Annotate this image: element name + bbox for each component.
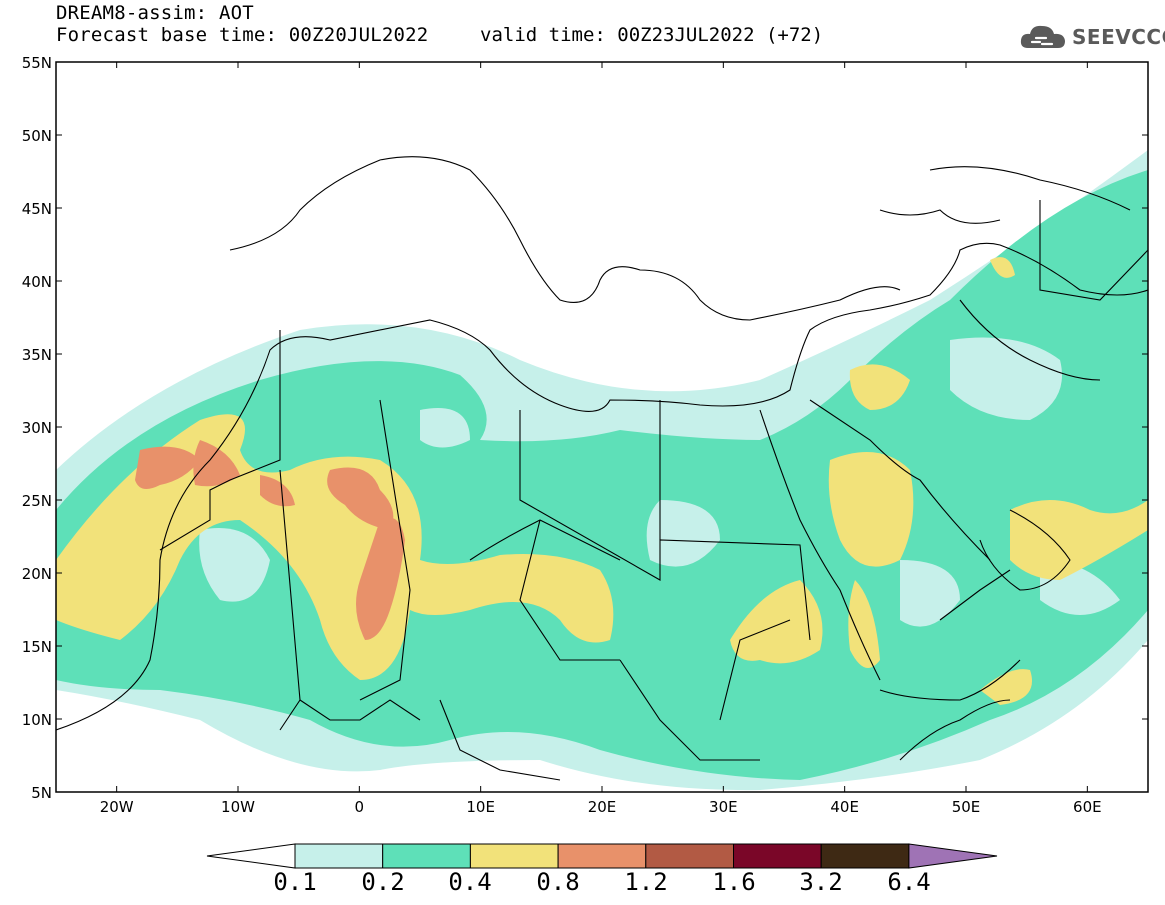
lon-tick-label: 20W — [100, 798, 134, 816]
lon-tick-label: 10E — [466, 798, 495, 816]
seevccc-logo: SEEVCCC — [1018, 22, 1165, 52]
colorbar-swatch — [820, 843, 910, 869]
colorbar — [206, 843, 998, 869]
lat-tick-label: 55N — [22, 54, 52, 72]
colorbar-swatch — [469, 843, 559, 869]
colorbar-label: 0.4 — [448, 868, 492, 896]
logo-text: SEEVCCC — [1072, 25, 1165, 49]
forecast-base-time: Forecast base time: 00Z20JUL2022 — [56, 24, 429, 46]
colorbar-label: 0.2 — [361, 868, 405, 896]
aot-level-0.8 — [135, 440, 405, 640]
lat-tick-label: 40N — [22, 273, 52, 291]
colorbar-label: 1.2 — [624, 868, 668, 896]
colorbar-swatch — [382, 843, 471, 869]
lat-tick-label: 5N — [31, 784, 52, 802]
colorbar-label: 3.2 — [799, 868, 843, 896]
colorbar-labels: 0.1 0.2 0.4 0.8 1.2 1.6 3.2 6.4 — [0, 868, 1165, 898]
colorbar-label: 0.8 — [536, 868, 580, 896]
colorbar-swatch — [733, 843, 822, 869]
colorbar-swatch — [557, 843, 647, 869]
colorbar-swatch — [294, 843, 384, 869]
lon-tick-label: 30E — [709, 798, 738, 816]
colorbar-label: 6.4 — [887, 868, 931, 896]
valid-time: valid time: 00Z23JUL2022 (+72) — [480, 24, 824, 46]
colorbar-swatch — [645, 843, 734, 869]
lat-tick-label: 10N — [22, 711, 52, 729]
map-title: DREAM8-assim: AOT — [56, 2, 254, 24]
lat-tick-label: 35N — [22, 346, 52, 364]
lon-tick-label: 50E — [952, 798, 981, 816]
lon-tick-label: 40E — [830, 798, 859, 816]
lat-tick-label: 50N — [22, 127, 52, 145]
lon-tick-label: 10W — [221, 798, 255, 816]
lon-tick-label: 0 — [355, 798, 365, 816]
colorbar-min-arrow — [206, 843, 296, 869]
coastlines-borders — [56, 156, 1148, 781]
axis-ticks: 55N 50N 45N 40N 35N 30N 25N 20N 15N 10N 5N 20W 10W 0 1… — [22, 54, 1148, 816]
colorbar-max-arrow — [908, 843, 998, 869]
lat-tick-label: 30N — [22, 419, 52, 437]
lat-tick-label: 45N — [22, 200, 52, 218]
lon-tick-label: 60E — [1073, 798, 1102, 816]
cloud-icon — [1020, 25, 1065, 48]
lon-tick-label: 20E — [588, 798, 617, 816]
colorbar-label: 1.6 — [712, 868, 756, 896]
lat-tick-label: 15N — [22, 638, 52, 656]
lat-tick-label: 25N — [22, 492, 52, 510]
lat-tick-label: 20N — [22, 565, 52, 583]
colorbar-label: 0.1 — [273, 868, 317, 896]
